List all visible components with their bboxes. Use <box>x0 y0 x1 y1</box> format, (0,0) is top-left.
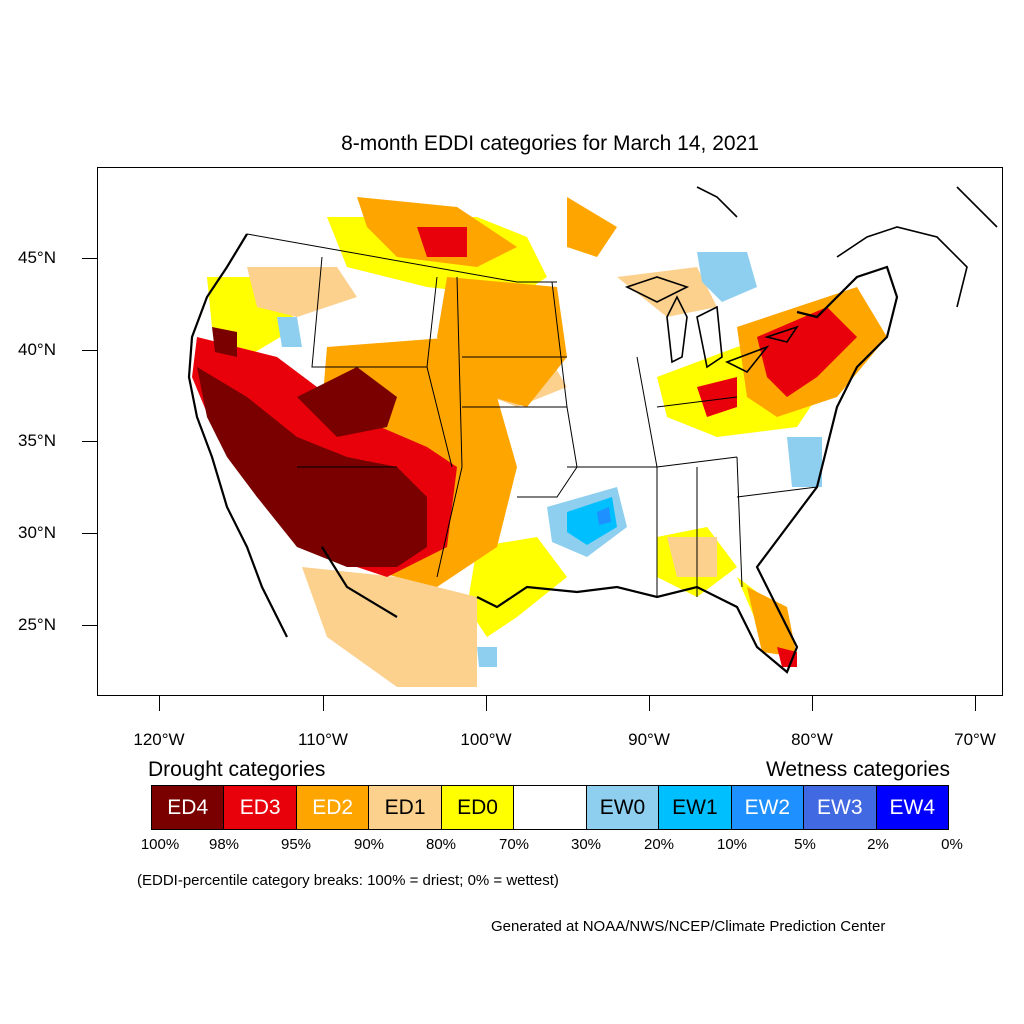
percent-break: 10% <box>716 836 748 853</box>
legend-swatch-ew4: EW4 <box>876 786 948 829</box>
x-tick <box>159 696 160 711</box>
legend-label: ED0 <box>457 795 498 819</box>
credit-line: Generated at NOAA/NWS/NCEP/Climate Predi… <box>491 918 886 935</box>
legend-label: EW1 <box>672 795 718 819</box>
map-title: 8-month EDDI categories for March 14, 20… <box>341 132 759 155</box>
y-axis-label: 35°N <box>18 431 56 450</box>
percent-break: 30% <box>570 836 602 853</box>
percent-break: 100% <box>140 836 180 853</box>
x-axis-label: 80°W <box>791 730 833 749</box>
legend-label: EW4 <box>889 795 936 819</box>
drought-categories-heading: Drought categories <box>148 758 326 781</box>
y-tick <box>82 441 97 442</box>
x-axis-label: 110°W <box>298 730 348 749</box>
legend-label: EW2 <box>744 795 791 819</box>
percent-break: 70% <box>498 836 530 853</box>
legend-label: ED3 <box>239 795 281 819</box>
x-tick <box>323 696 324 711</box>
y-tick <box>82 533 97 534</box>
canada-coast <box>696 186 998 308</box>
legend-label: ED4 <box>167 795 209 819</box>
y-axis-label: 40°N <box>18 340 56 359</box>
legend-swatch-ed0: ED0 <box>441 786 515 829</box>
percent-break: 0% <box>941 836 963 853</box>
y-tick <box>82 350 97 351</box>
y-axis-label: 25°N <box>18 615 56 634</box>
y-axis-label: 30°N <box>18 523 56 542</box>
wetness-categories-heading: Wetness categories <box>765 758 950 781</box>
x-tick <box>486 696 487 711</box>
legend-swatch-ed4: ED4 <box>152 786 225 829</box>
legend-label: EW0 <box>599 795 646 819</box>
legend-swatch-ed2: ED2 <box>296 786 370 829</box>
legend-swatch-ed1: ED1 <box>369 786 442 829</box>
wetness-areas <box>277 252 822 667</box>
legend-label: ED1 <box>384 795 426 819</box>
y-tick <box>82 625 97 626</box>
legend-swatch-ew3: EW3 <box>804 786 877 829</box>
coastline <box>187 233 899 674</box>
legend-swatch-ew1: EW1 <box>659 786 732 829</box>
percent-break: 90% <box>353 836 385 853</box>
x-tick <box>975 696 976 711</box>
x-tick <box>649 696 650 711</box>
x-axis-label: 70°W <box>954 730 996 749</box>
percent-break: 95% <box>280 836 312 853</box>
x-axis-label: 90°W <box>628 730 670 749</box>
y-tick <box>82 258 97 259</box>
percent-break: 2% <box>867 836 889 853</box>
x-axis-label: 120°W <box>133 730 185 749</box>
legend-swatch-ew2: EW2 <box>731 786 805 829</box>
percent-break: 80% <box>425 836 457 853</box>
map-area <box>187 186 998 687</box>
x-axis-label: 100°W <box>460 730 512 749</box>
percent-break: 98% <box>208 836 240 853</box>
legend-label: ED2 <box>312 795 354 819</box>
x-tick <box>812 696 813 711</box>
percent-break: 20% <box>643 836 675 853</box>
legend-note: (EDDI-percentile category breaks: 100% =… <box>137 872 559 889</box>
y-axis-label: 45°N <box>18 248 56 267</box>
great-lakes <box>624 276 799 374</box>
legend-label: EW3 <box>817 795 863 819</box>
legend-swatch-ew0: EW0 <box>586 786 660 829</box>
state-borders <box>246 233 818 597</box>
legend-colorbar: ED4 ED3 ED2 ED1 ED0 EW0 EW1 EW2 EW3 EW4 <box>151 785 949 830</box>
legend-swatch-normal <box>514 786 587 829</box>
legend-swatch-ed3: ED3 <box>224 786 297 829</box>
percent-break: 5% <box>794 836 816 853</box>
